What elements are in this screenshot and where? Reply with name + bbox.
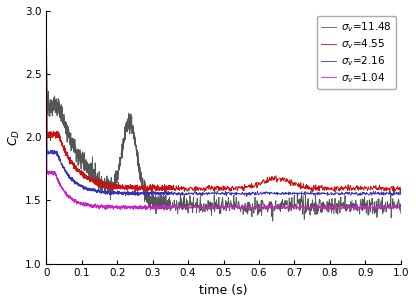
$\sigma_v$=4.55 bbox=[71, 163, 76, 167]
$\sigma_v$=11.48 bbox=[352, 207, 357, 210]
$\sigma_v$=11.48 bbox=[57, 107, 62, 110]
$\sigma_v$=4.55 bbox=[145, 191, 150, 195]
$\sigma_v$=1.04 bbox=[71, 199, 76, 202]
$\sigma_v$=11.48 bbox=[398, 212, 403, 215]
$\sigma_v$=2.16 bbox=[57, 156, 62, 160]
Legend: $\sigma_v$=11.48, $\sigma_v$=4.55, $\sigma_v$=2.16, $\sigma_v$=1.04: $\sigma_v$=11.48, $\sigma_v$=4.55, $\sig… bbox=[317, 16, 396, 89]
$\sigma_v$=4.55 bbox=[398, 185, 403, 189]
$\sigma_v$=4.55 bbox=[178, 188, 183, 191]
Line: $\sigma_v$=2.16: $\sigma_v$=2.16 bbox=[46, 11, 401, 197]
$\sigma_v$=11.48 bbox=[138, 179, 143, 183]
$\sigma_v$=1.04 bbox=[138, 203, 143, 207]
$\sigma_v$=4.55 bbox=[44, 7, 49, 11]
$\sigma_v$=11.48 bbox=[71, 142, 76, 146]
Line: $\sigma_v$=1.04: $\sigma_v$=1.04 bbox=[46, 10, 401, 210]
$\sigma_v$=2.16 bbox=[275, 192, 280, 196]
$\sigma_v$=11.48 bbox=[270, 219, 275, 223]
Line: $\sigma_v$=11.48: $\sigma_v$=11.48 bbox=[46, 12, 401, 221]
$\sigma_v$=2.16 bbox=[244, 195, 249, 199]
$\sigma_v$=11.48 bbox=[44, 10, 49, 14]
$\sigma_v$=1.04 bbox=[44, 8, 49, 12]
$\sigma_v$=1.04 bbox=[398, 207, 403, 210]
X-axis label: time (s): time (s) bbox=[199, 284, 248, 297]
$\sigma_v$=1.04 bbox=[352, 204, 357, 208]
$\sigma_v$=1.04 bbox=[57, 180, 62, 184]
$\sigma_v$=2.16 bbox=[398, 193, 403, 196]
$\sigma_v$=4.55 bbox=[138, 187, 143, 191]
$\sigma_v$=11.48 bbox=[178, 206, 183, 209]
$\sigma_v$=4.55 bbox=[275, 178, 280, 181]
Y-axis label: $C_D$: $C_D$ bbox=[7, 129, 22, 146]
$\sigma_v$=2.16 bbox=[44, 9, 49, 12]
$\sigma_v$=2.16 bbox=[352, 192, 357, 196]
$\sigma_v$=1.04 bbox=[275, 207, 280, 211]
$\sigma_v$=1.04 bbox=[178, 206, 183, 209]
$\sigma_v$=2.16 bbox=[138, 192, 143, 196]
$\sigma_v$=4.55 bbox=[352, 189, 357, 192]
$\sigma_v$=11.48 bbox=[275, 205, 280, 209]
Line: $\sigma_v$=4.55: $\sigma_v$=4.55 bbox=[46, 9, 401, 193]
$\sigma_v$=1.04 bbox=[352, 209, 357, 212]
$\sigma_v$=2.16 bbox=[71, 179, 76, 183]
$\sigma_v$=4.55 bbox=[57, 137, 62, 141]
$\sigma_v$=2.16 bbox=[178, 192, 183, 195]
